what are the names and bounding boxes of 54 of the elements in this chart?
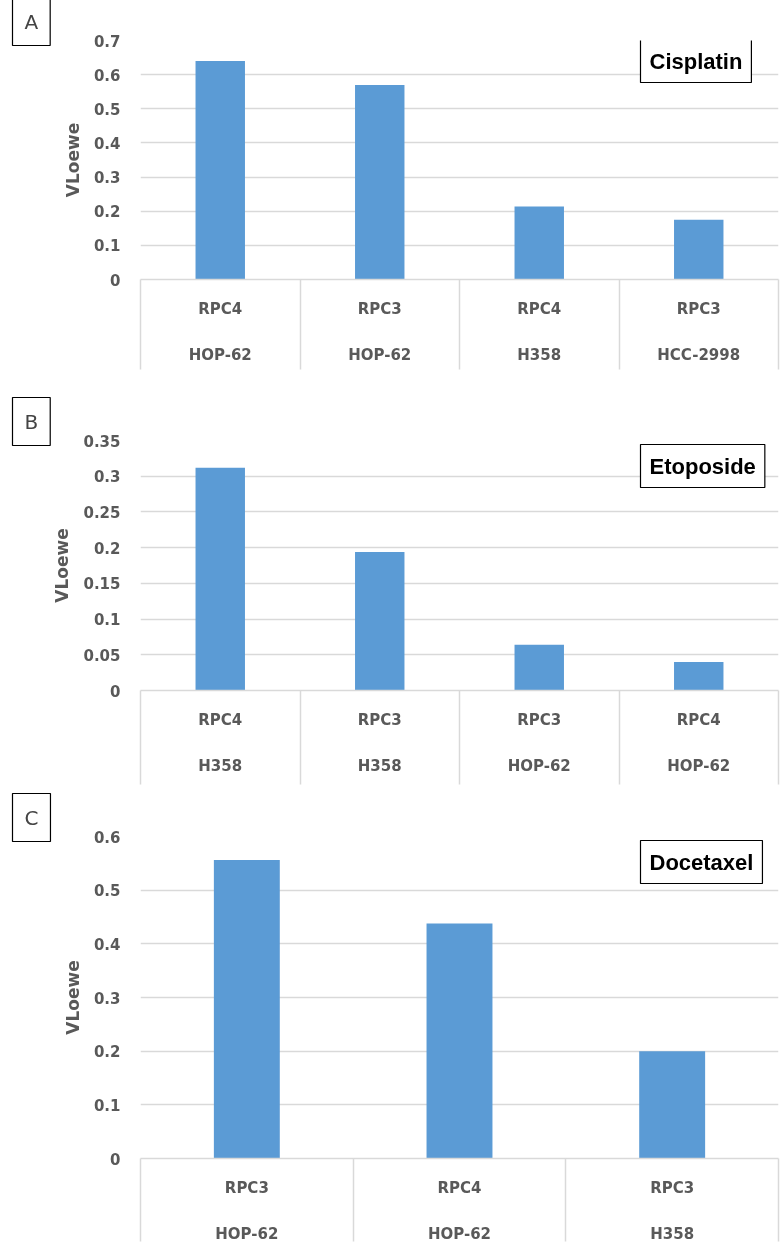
- category-label: RPC3 H358: [357, 710, 402, 776]
- bar: [426, 923, 493, 1159]
- y-tick-label: 0.5: [93, 882, 121, 901]
- category-label: RPC3 H358: [650, 1178, 695, 1244]
- y-tick-label: 0.3: [93, 169, 121, 188]
- category-label: RPC4 H358: [517, 299, 562, 365]
- y-tick-label: 0.1: [93, 1096, 121, 1115]
- y-tick-label: 0.05: [83, 646, 121, 665]
- y-axis-title: VLoewe: [52, 528, 73, 603]
- y-tick-label: 0.7: [93, 32, 121, 51]
- y-tick-label: 0.25: [83, 503, 121, 522]
- category-label: RPC4 HOP-62: [667, 710, 731, 776]
- bar: [355, 84, 405, 280]
- y-tick-label: 0.2: [93, 1043, 121, 1062]
- category-label: RPC4 H358: [198, 710, 243, 776]
- bar: [674, 219, 724, 280]
- category-label: RPC4 HOP-62: [427, 1178, 492, 1244]
- bar: [674, 661, 724, 691]
- y-tick-label: 0.35: [83, 432, 121, 451]
- bar: [195, 467, 245, 691]
- category-label: RPC3 HOP-62: [215, 1178, 279, 1244]
- bar: [514, 206, 564, 280]
- y-tick-label: 0: [110, 271, 121, 290]
- category-label: RPC4 HOP-62: [188, 299, 252, 365]
- y-tick-label: 0.2: [93, 539, 121, 558]
- y-tick-label: 0.15: [83, 575, 121, 594]
- y-axis-title: VLoewe: [62, 122, 83, 198]
- y-tick-label: 0.3: [93, 989, 121, 1008]
- y-tick-label: 0.2: [93, 203, 121, 222]
- text: A: [24, 9, 39, 34]
- category-label: RPC3 HCC-2998: [657, 299, 741, 365]
- y-tick-label: 0.6: [93, 66, 121, 85]
- y-tick-label: 0.1: [93, 611, 121, 630]
- chart-title: Cisplatin: [649, 48, 743, 74]
- y-tick-label: 0: [110, 1150, 121, 1169]
- y-tick-label: 0.6: [93, 828, 121, 847]
- bar: [514, 644, 564, 691]
- text: Etoposide: [649, 453, 756, 479]
- text: C: [24, 805, 39, 830]
- text: Docetaxel: [649, 849, 754, 875]
- y-tick-label: 0.1: [93, 237, 121, 256]
- y-axis-title: VLoewe: [62, 960, 83, 1035]
- bar: [639, 1051, 706, 1159]
- y-tick-label: 0.5: [93, 100, 121, 119]
- y-tick-label: 0.4: [93, 134, 121, 153]
- category-label: RPC3 HOP-62: [507, 710, 571, 776]
- text: B: [24, 409, 39, 434]
- y-tick-label: 0: [110, 682, 121, 701]
- bar: [213, 860, 280, 1159]
- category-label: RPC3 HOP-62: [348, 299, 412, 365]
- bar: [195, 60, 245, 280]
- bar: [355, 551, 405, 691]
- y-tick-label: 0.3: [93, 468, 121, 487]
- y-tick-label: 0.4: [93, 935, 121, 954]
